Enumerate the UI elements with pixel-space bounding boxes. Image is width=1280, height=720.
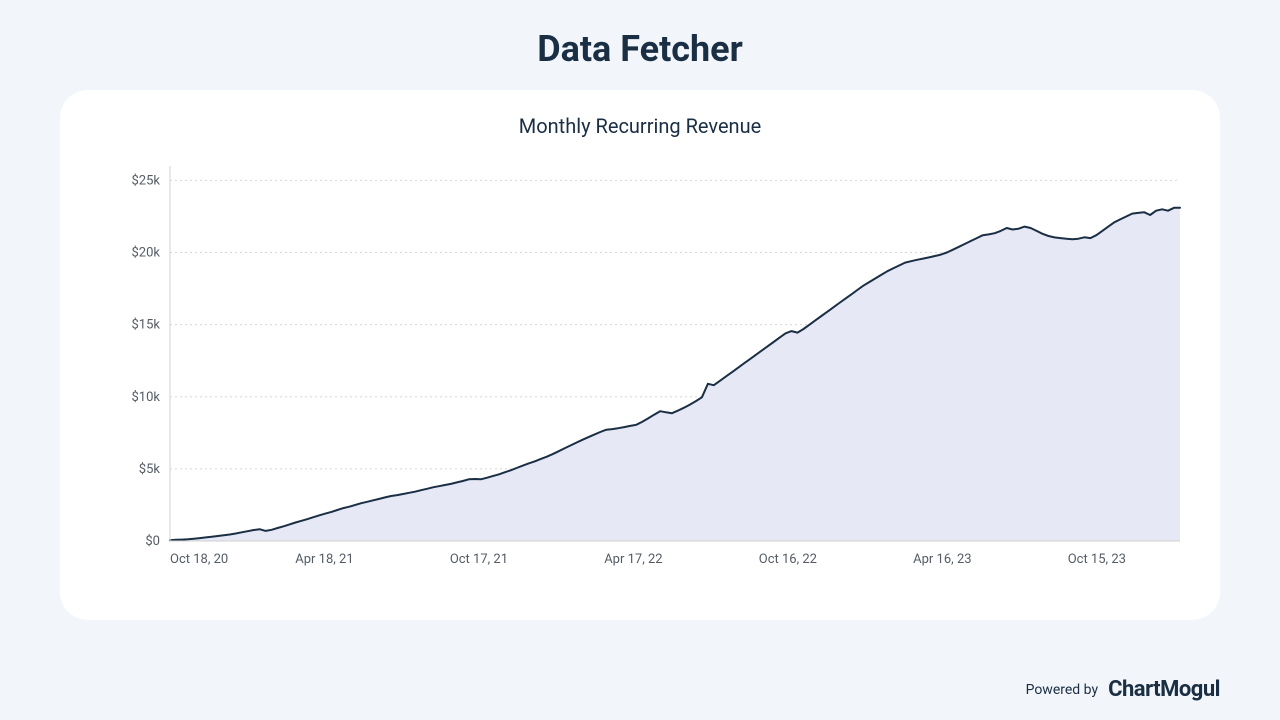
brand-name: ChartMogul [1108, 677, 1220, 702]
svg-text:Oct 17, 21: Oct 17, 21 [450, 552, 508, 567]
svg-text:Apr 17, 22: Apr 17, 22 [604, 552, 662, 567]
chart-card: Monthly Recurring Revenue $0$5k$10k$15k$… [60, 90, 1220, 620]
svg-text:Oct 16, 22: Oct 16, 22 [759, 552, 817, 567]
footer: Powered by ChartMogul [1026, 677, 1220, 702]
chart-container: $0 $5k $10k $15k $20k $25k Oct 18, 20 Apr 18, 2… [90, 146, 1190, 590]
chart-subtitle: Monthly Recurring Revenue [90, 114, 1190, 138]
page-title: Data Fetcher [0, 0, 1280, 70]
svg-text:Oct 18, 20: Oct 18, 20 [170, 552, 228, 567]
mrr-area-chart: $0 $5k $10k $15k $20k $25k Oct 18, 20 Apr 18, 2… [90, 146, 1190, 586]
svg-text:$0: $0 [145, 534, 160, 549]
svg-text:$5k: $5k [139, 462, 161, 477]
svg-text:Oct 15, 23: Oct 15, 23 [1068, 552, 1126, 567]
svg-text:Apr 18, 21: Apr 18, 21 [295, 552, 353, 567]
svg-text:$25k: $25k [131, 173, 160, 188]
page: Data Fetcher Monthly Recurring Revenue $… [0, 0, 1280, 720]
svg-text:Apr 16, 23: Apr 16, 23 [913, 552, 971, 567]
powered-by-label: Powered by [1026, 682, 1099, 698]
svg-text:$20k: $20k [131, 246, 160, 261]
svg-text:$15k: $15k [131, 318, 160, 333]
svg-text:$10k: $10k [131, 390, 160, 405]
